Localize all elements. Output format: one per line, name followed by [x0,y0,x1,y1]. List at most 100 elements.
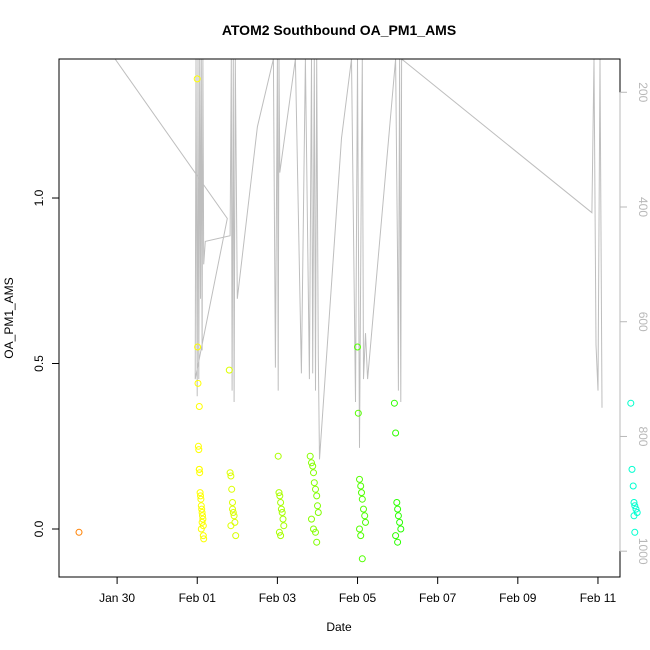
data-point [231,518,239,526]
data-point [310,479,318,487]
data-point [632,505,640,513]
data-point [194,343,202,351]
data-point [277,505,285,513]
data-point [360,505,367,513]
data-point [356,525,363,533]
data-point [230,512,238,520]
data-point [306,452,314,460]
data-point [279,515,287,523]
data-point [194,379,202,387]
secondary-y-tick-label: 1000 [636,538,650,565]
y-tick-label: 0.0 [32,520,46,537]
data-point [195,465,203,473]
data-point [314,509,322,516]
x-tick-label: Jan 30 [99,591,135,605]
altitude-series [114,59,603,460]
data-point [630,512,638,520]
data-point [397,525,405,533]
data-point [394,505,402,513]
data-point [229,509,237,516]
data-point [358,489,365,497]
secondary-y-tick-label: 200 [636,82,650,102]
data-point [275,528,283,536]
data-point [362,518,369,526]
y-axis: 0.0 0.5 1.0 [32,189,60,537]
data-point [198,509,206,516]
data-point [229,505,236,513]
data-point [193,75,201,83]
y-tick-label: 0.5 [32,355,46,372]
data-point [354,343,361,351]
data-point [396,518,404,526]
data-point [631,528,639,536]
data-point [199,515,207,523]
data-point [361,512,369,520]
data-point [358,555,366,563]
x-axis-label: Date [326,620,352,634]
data-point [199,532,207,540]
data-point [312,528,319,536]
plot-frame [58,58,621,578]
data-point [308,515,315,523]
data-point [630,499,638,506]
oa-series [75,75,641,563]
data-point [354,409,362,417]
y-axis-label: OA_PM1_AMS [2,277,16,358]
data-point [313,492,321,500]
x-axis: Jan 30 Feb 01 Feb 03 Feb 05 Feb 07 Feb 09 Feb … [99,576,617,605]
secondary-y-tick-label: 400 [636,197,650,217]
data-point [309,462,317,470]
data-point [392,429,400,437]
data-point [357,482,365,490]
data-point [274,452,282,460]
data-point [394,512,402,520]
data-point [232,532,240,540]
data-point [195,403,203,410]
x-tick-label: Feb 03 [259,591,297,605]
data-point [277,499,285,506]
data-point [197,502,205,510]
data-point [280,522,288,530]
data-point [197,495,205,503]
data-point [392,532,400,540]
data-point [631,502,639,510]
data-point [228,485,236,493]
data-point [196,469,204,477]
secondary-y-tick-label: 800 [636,426,650,446]
data-point [358,495,366,503]
data-point [313,538,321,546]
data-point [390,399,398,407]
data-point [356,475,363,483]
data-point [314,502,321,510]
data-point [275,489,283,497]
data-point [278,509,286,516]
data-point [276,492,284,500]
x-tick-label: Feb 01 [179,591,217,605]
y-tick-label: 1.0 [32,189,46,206]
data-point [277,532,285,540]
x-tick-label: Feb 11 [580,591,617,605]
data-point [194,442,202,450]
data-point [75,528,83,536]
data-point [394,538,402,546]
data-point [229,499,236,506]
data-point [227,522,235,530]
data-point [199,512,206,520]
x-tick-label: Feb 07 [419,591,457,605]
secondary-y-axis: 200 400 600 800 1000 [619,82,650,565]
data-point [312,485,319,493]
chart-title: ATOM2 Southbound OA_PM1_AMS [222,22,456,38]
data-point [629,482,637,490]
x-tick-label: Feb 09 [499,591,537,605]
data-point [199,522,207,530]
data-point [226,469,234,477]
data-point [357,532,365,540]
altitude-line [114,59,603,460]
secondary-y-tick-label: 600 [636,312,650,332]
data-point [227,472,235,480]
data-point [197,492,204,500]
data-point [628,465,636,473]
data-point [308,459,315,467]
data-point [198,518,206,526]
